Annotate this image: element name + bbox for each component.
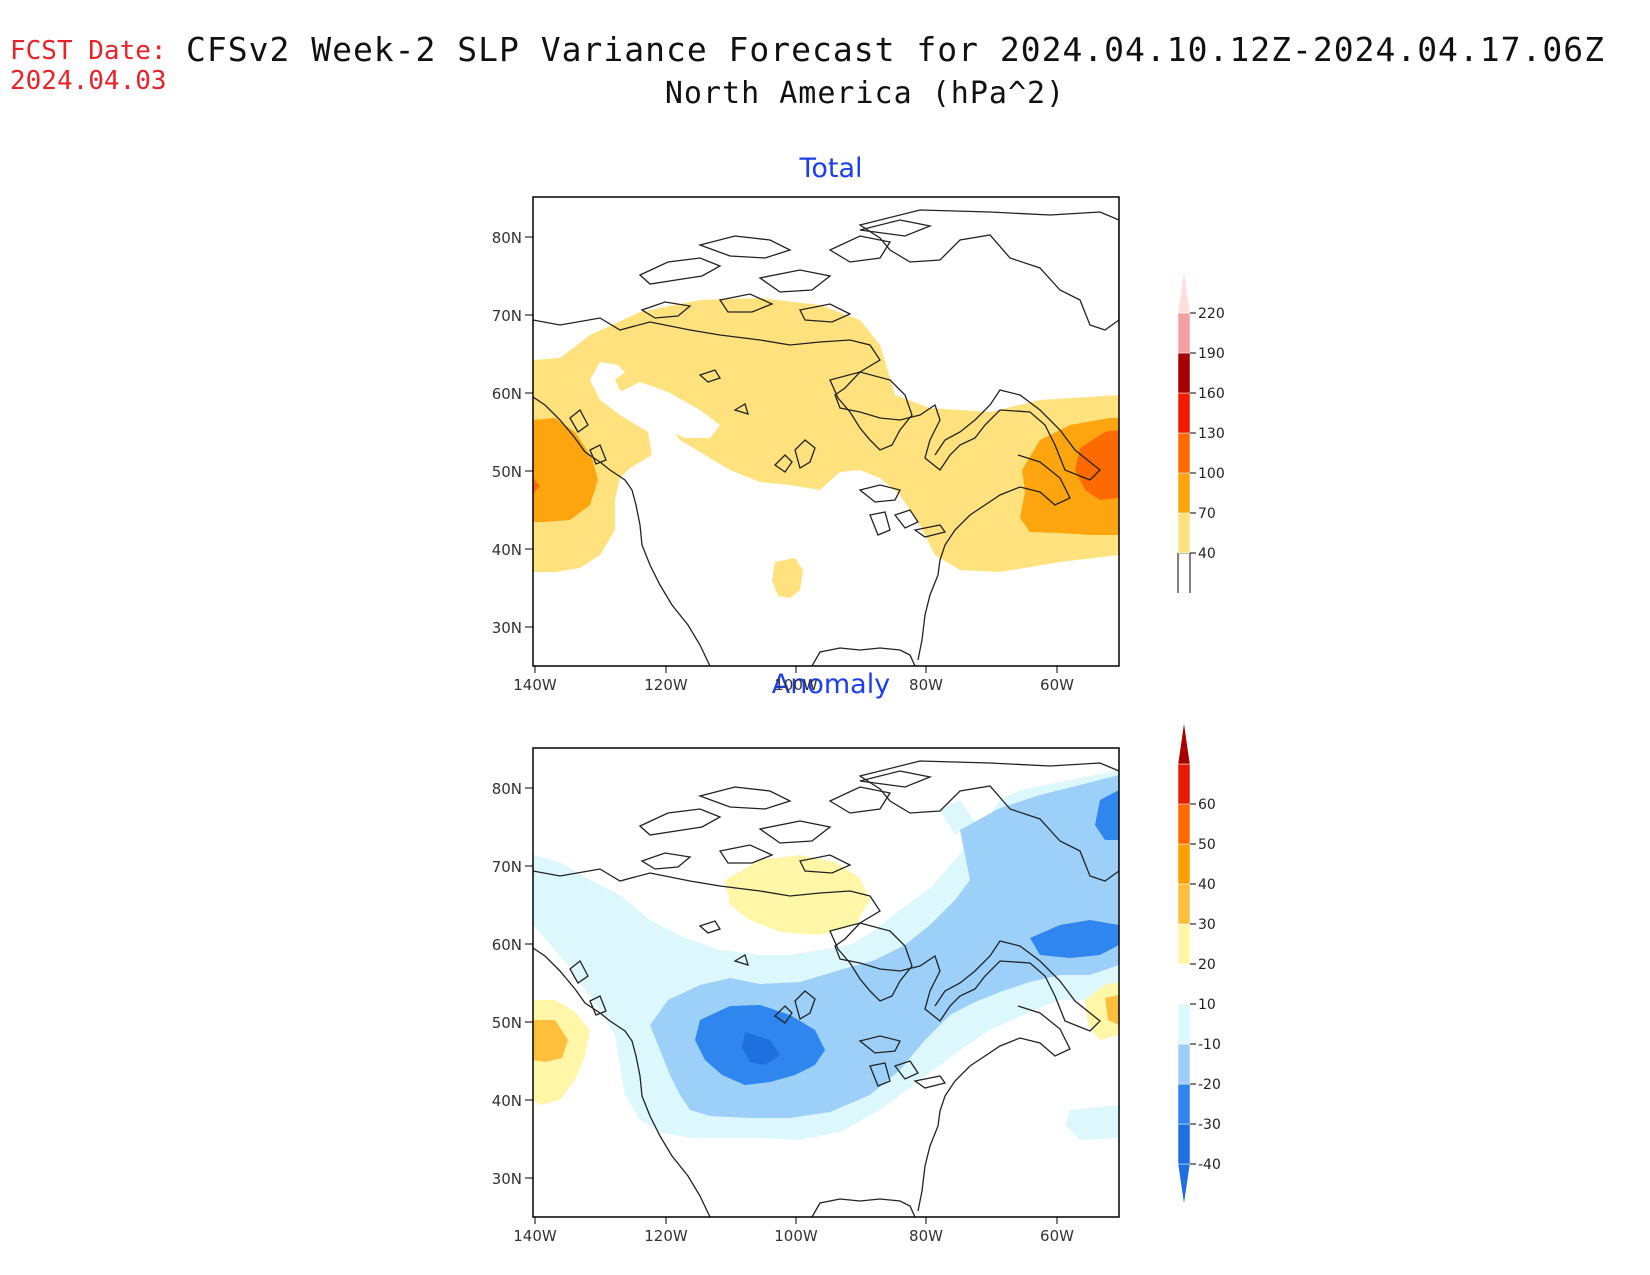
anomaly-colorbar	[1177, 721, 1191, 1206]
lat-tick-label: 60N	[492, 936, 522, 954]
total-map	[532, 196, 1120, 667]
lat-tick-label: 60N	[492, 385, 522, 403]
panel-title-total: Total	[799, 153, 863, 184]
total-colorbar	[1177, 269, 1191, 593]
lon-tick-label: 120W	[644, 1227, 688, 1245]
colorbar-label: 60	[1198, 797, 1216, 813]
anomaly-lat-axis: 80N 70N 60N 50N 40N 30N	[492, 780, 533, 1188]
lat-tick-label: 70N	[492, 307, 522, 325]
fcst-date: FCST Date: 2024.04.03	[10, 36, 167, 96]
colorbar-label: 160	[1198, 386, 1225, 402]
colorbar-label: -40	[1198, 1157, 1221, 1173]
fcst-date-value: 2024.04.03	[10, 66, 167, 96]
colorbar-label: 10	[1198, 997, 1216, 1013]
lat-tick-label: 30N	[492, 619, 522, 637]
lat-tick-label: 80N	[492, 780, 522, 798]
lat-tick-label: 70N	[492, 858, 522, 876]
map-frame	[532, 196, 1120, 667]
total-shading	[533, 298, 1119, 598]
colorbar-label: 70	[1198, 506, 1216, 522]
colorbar-label: -30	[1198, 1117, 1221, 1133]
lon-tick-label: 80W	[909, 1227, 943, 1245]
lon-tick-label: 60W	[1040, 676, 1074, 694]
lat-tick-label: 50N	[492, 1014, 522, 1032]
lat-tick-label: 80N	[492, 229, 522, 247]
lon-tick-label: 100W	[774, 1227, 818, 1245]
total-lat-axis: 80N 70N 60N 50N 40N 30N	[492, 229, 533, 637]
lat-tick-label: 40N	[492, 1092, 522, 1110]
colorbar-label: 100	[1198, 466, 1225, 482]
lon-tick-label: 80W	[909, 676, 943, 694]
colorbar-label: 130	[1198, 426, 1225, 442]
colorbar-label: 190	[1198, 346, 1225, 362]
lat-tick-label: 50N	[492, 463, 522, 481]
main-title: CFSv2 Week-2 SLP Variance Forecast for 2…	[186, 30, 1606, 69]
lon-tick-label: 140W	[513, 1227, 557, 1245]
total-colorbar-labels: 40 70 100 130 160 190 220	[1190, 306, 1225, 562]
colorbar-label: 40	[1198, 546, 1216, 562]
colorbar-label: -20	[1198, 1077, 1221, 1093]
colorbar-label: 30	[1198, 917, 1216, 933]
total-lon-axis: 140W 120W 100W 80W 60W	[513, 666, 1074, 694]
colorbar-label: 20	[1198, 957, 1216, 973]
lat-tick-label: 40N	[492, 541, 522, 559]
anomaly-colorbar-labels: -40 -30 -20 -10 10 20 30 40 50 60	[1190, 797, 1221, 1173]
anomaly-lon-axis: 140W 120W 100W 80W 60W	[513, 1217, 1074, 1245]
lon-tick-label: 100W	[774, 676, 818, 694]
colorbar-label: 220	[1198, 306, 1225, 322]
anomaly-shading	[533, 770, 1119, 1140]
anomaly-map	[532, 747, 1120, 1218]
subtitle: North America (hPa^2)	[664, 76, 1066, 111]
colorbar-label: 40	[1198, 877, 1216, 893]
lon-tick-label: 60W	[1040, 1227, 1074, 1245]
lon-tick-label: 140W	[513, 676, 557, 694]
colorbar-label: 50	[1198, 837, 1216, 853]
lon-tick-label: 120W	[644, 676, 688, 694]
fcst-label: FCST Date:	[10, 36, 167, 66]
panel-title-anomaly: Anomaly	[771, 669, 891, 700]
colorbar-label: -10	[1198, 1037, 1221, 1053]
lat-tick-label: 30N	[492, 1170, 522, 1188]
map-frame	[532, 747, 1120, 1218]
